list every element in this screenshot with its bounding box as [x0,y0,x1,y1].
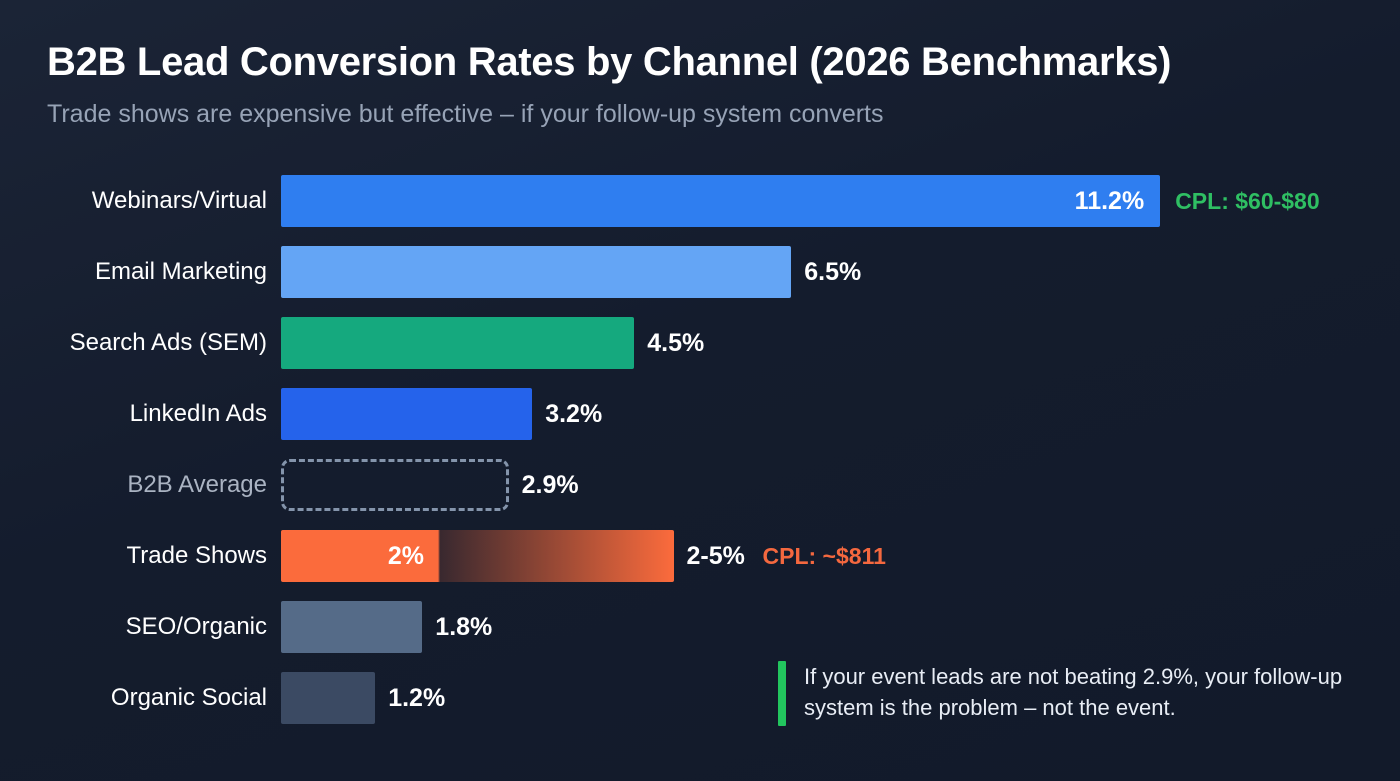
bar-value-label: 6.5% [804,258,862,286]
bar-value-label: 2.9% [521,471,579,499]
chart-row: LinkedIn Ads 3.2% [0,388,1400,440]
callout-text: If your event leads are not beating 2.9%… [804,664,1343,720]
callout-accent-bar [778,661,786,726]
bar-wrapper [281,459,509,511]
chart-row: Webinars/Virtual 11.2% CPL: $60-$80 [0,175,1400,227]
chart-row: Email Marketing 6.5% [0,246,1400,298]
bar-2[interactable] [281,246,792,298]
bar-category-label: LinkedIn Ads [129,400,267,427]
bar-category-label: Trade Shows [126,542,267,569]
bar-annotation-label: CPL: $60-$80 [1175,188,1320,214]
callout-box: If your event leads are not beating 2.9%… [778,661,1350,726]
bar-wrapper [281,672,376,724]
bar-value-label: 11.2% [1074,187,1145,215]
bar-category-label: Search Ads (SEM) [69,329,267,356]
page-title: B2B Lead Conversion Rates by Channel (20… [47,40,1172,84]
chart-row: Trade Shows 2% 2-5% CPL: ~$811 [0,530,1400,582]
bar-value-label: 3.2% [545,400,603,428]
chart-row: B2B Average 2.9% [0,459,1400,511]
bar-wrapper [281,601,423,653]
bar-value-label: 1.8% [435,613,493,641]
bar-inner-value-label: 2% [387,542,424,570]
bar-4[interactable] [281,388,533,440]
bar-value-label: 2-5% [686,542,745,570]
bar-3[interactable] [281,317,635,369]
bar-5[interactable] [281,459,509,511]
chart-row: SEO/Organic 1.8% [0,601,1400,653]
bar-wrapper: 2% [281,530,674,582]
bar-1[interactable] [281,175,1161,227]
bar-category-label: Organic Social [110,684,267,711]
bar-category-label: SEO/Organic [125,613,267,640]
bar-value-label: 1.2% [388,684,446,712]
bar-6[interactable] [281,530,674,582]
bar-wrapper [281,388,533,440]
chart-row: Search Ads (SEM) 4.5% [0,317,1400,369]
bar-wrapper [281,246,792,298]
bar-7[interactable] [281,601,423,653]
bar-wrapper [281,317,635,369]
chart-row: Organic Social 1.2% [0,672,1400,724]
bar-wrapper [281,175,1161,227]
bar-category-label: Email Marketing [94,258,267,285]
bar-8[interactable] [281,672,376,724]
bar-annotation-label: CPL: ~$811 [762,543,886,569]
bar-category-label: Webinars/Virtual [91,187,267,214]
bar-category-label: B2B Average [127,471,267,498]
page-subtitle: Trade shows are expensive but effective … [47,100,884,128]
bar-value-label: 4.5% [647,329,705,357]
